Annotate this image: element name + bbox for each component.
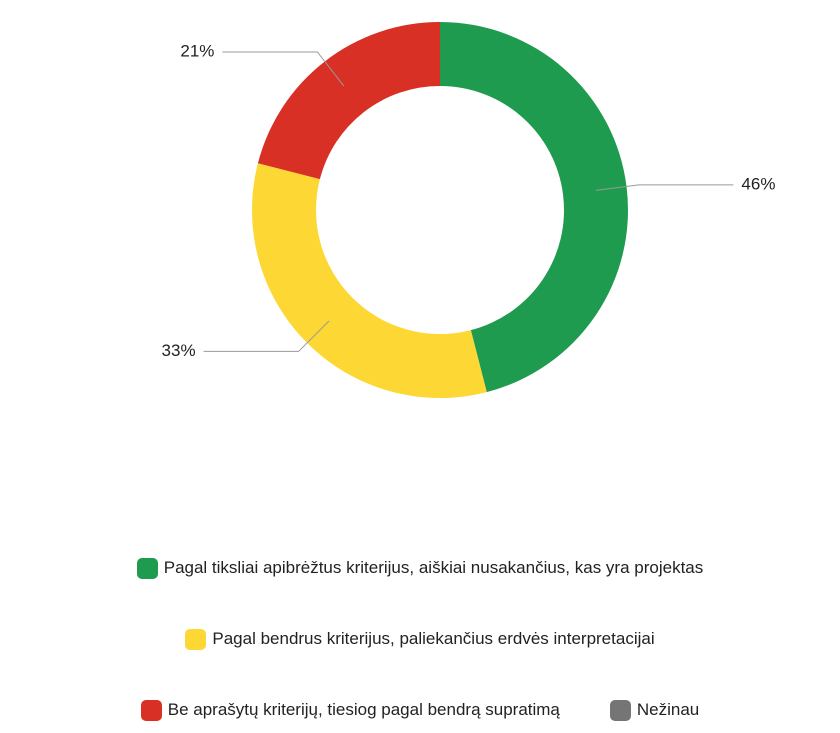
- legend-label: Pagal bendrus kriterijus, paliekančius e…: [212, 629, 655, 648]
- legend-swatch: [185, 628, 207, 650]
- data-label: 46%: [741, 174, 775, 193]
- legend-item: Pagal bendrus kriterijus, paliekančius e…: [185, 626, 655, 652]
- legend: Pagal tiksliai apibrėžtus kriterijus, ai…: [0, 555, 840, 723]
- legend-label: Nežinau: [636, 700, 700, 719]
- legend-item: Be aprašytų kriterijų, tiesiog pagal ben…: [140, 697, 560, 723]
- legend-label: Be aprašytų kriterijų, tiesiog pagal ben…: [167, 700, 560, 719]
- donut-slice: [440, 22, 628, 393]
- legend-item: Pagal tiksliai apibrėžtus kriterijus, ai…: [136, 555, 704, 581]
- donut-slice: [257, 22, 440, 180]
- donut-slice: [251, 163, 487, 398]
- legend-item: Nežinau: [609, 697, 700, 723]
- legend-swatch: [140, 699, 162, 721]
- legend-swatch: [136, 557, 158, 579]
- legend-swatch: [609, 699, 631, 721]
- data-label: 21%: [180, 41, 214, 60]
- legend-label: Pagal tiksliai apibrėžtus kriterijus, ai…: [163, 558, 704, 577]
- leader-line: [203, 320, 330, 352]
- leader-line: [222, 51, 345, 87]
- leader-line: [595, 184, 734, 191]
- chart: 46% 33% 21%: [162, 22, 775, 398]
- data-label: 33%: [162, 341, 196, 360]
